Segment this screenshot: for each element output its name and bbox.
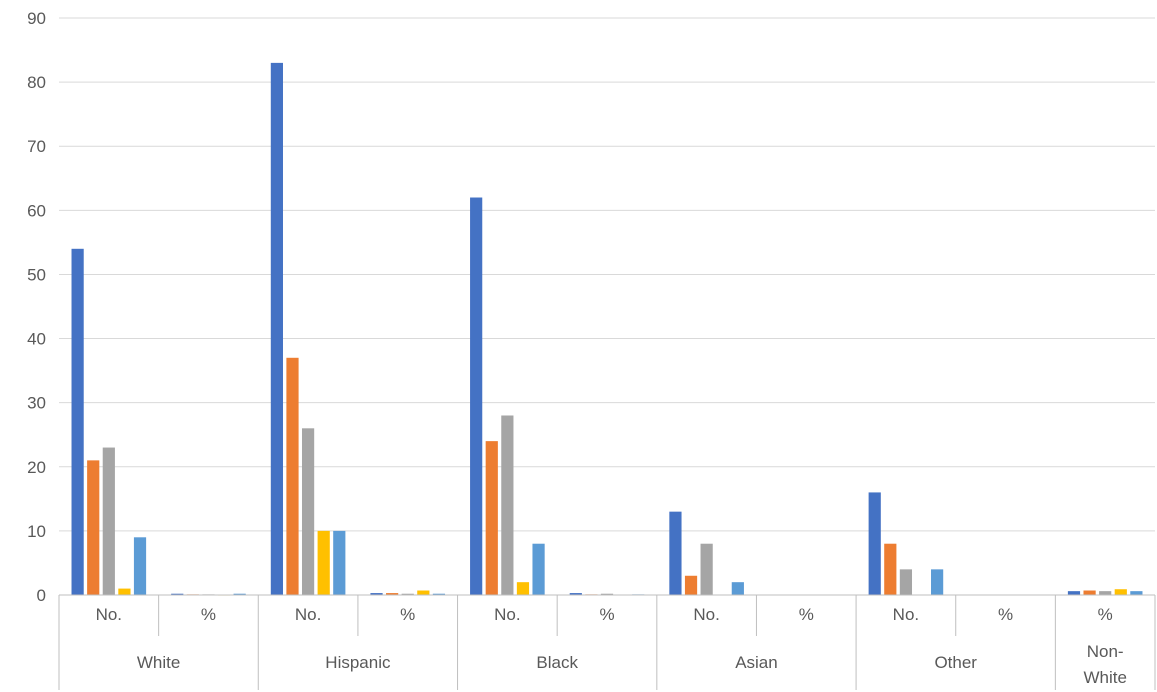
y-tick-label: 40	[27, 330, 46, 349]
subcategory-label: %	[400, 605, 415, 624]
bar	[401, 593, 414, 595]
bar	[102, 447, 115, 595]
bar	[1099, 591, 1112, 595]
bar	[87, 460, 100, 595]
bar	[931, 569, 944, 595]
bar	[432, 593, 446, 595]
group-label: Hispanic	[325, 653, 391, 672]
bar	[317, 530, 330, 595]
bar	[470, 197, 483, 595]
y-tick-label: 90	[27, 9, 46, 28]
bar	[884, 543, 897, 595]
bar	[118, 588, 131, 595]
group-label: White	[137, 653, 180, 672]
subcategory-label: %	[599, 605, 614, 624]
bar	[684, 575, 698, 595]
bar	[600, 593, 614, 595]
bar	[669, 511, 682, 595]
group-label: Asian	[735, 653, 778, 672]
bar	[370, 593, 383, 595]
bar	[286, 357, 299, 595]
y-tick-label: 10	[27, 522, 46, 541]
y-tick-label: 20	[27, 458, 46, 477]
bar	[233, 593, 246, 595]
y-axis-tick-labels: 0 10 20 30 40 50 60 70 80 90	[27, 9, 46, 605]
bar	[731, 582, 744, 595]
bar	[899, 569, 913, 595]
bar	[133, 537, 147, 595]
bar	[71, 248, 84, 596]
bar	[700, 543, 713, 595]
y-tick-label: 30	[27, 394, 46, 413]
subcategory-label: No.	[693, 605, 719, 624]
bar	[1083, 590, 1096, 595]
y-tick-label: 60	[27, 201, 46, 220]
group-label: Non-White	[1083, 642, 1126, 687]
subcategory-label: %	[1098, 605, 1113, 624]
bar	[270, 62, 283, 595]
bar	[485, 441, 498, 595]
subcategory-label: No.	[96, 605, 122, 624]
bars	[71, 62, 1143, 596]
bar	[301, 428, 315, 595]
bar	[417, 590, 430, 595]
subcategory-label: No.	[893, 605, 919, 624]
subcategory-label: No.	[494, 605, 520, 624]
grid-lines	[59, 17, 1155, 532]
bar	[1067, 591, 1081, 595]
subcategory-label: %	[201, 605, 216, 624]
bar	[1130, 591, 1143, 595]
subcategory-label: %	[998, 605, 1013, 624]
bar	[868, 492, 881, 595]
bar	[532, 543, 545, 595]
bar	[171, 593, 184, 595]
y-tick-label: 80	[27, 73, 46, 92]
y-tick-label: 0	[37, 586, 46, 605]
subcategory-label: No.	[295, 605, 321, 624]
x-axis: No.% No.% No.% No.% No.% % White Hispanic Black A…	[58, 594, 1156, 690]
y-tick-label: 70	[27, 137, 46, 156]
bar	[1114, 589, 1127, 595]
bar	[569, 593, 582, 595]
bar	[333, 530, 346, 595]
subcategory-label: %	[799, 605, 814, 624]
group-label: Black	[536, 653, 578, 672]
bar	[516, 582, 530, 595]
group-label: Other	[934, 653, 977, 672]
bar	[386, 593, 399, 595]
bar	[501, 415, 514, 595]
y-tick-label: 50	[27, 265, 46, 284]
